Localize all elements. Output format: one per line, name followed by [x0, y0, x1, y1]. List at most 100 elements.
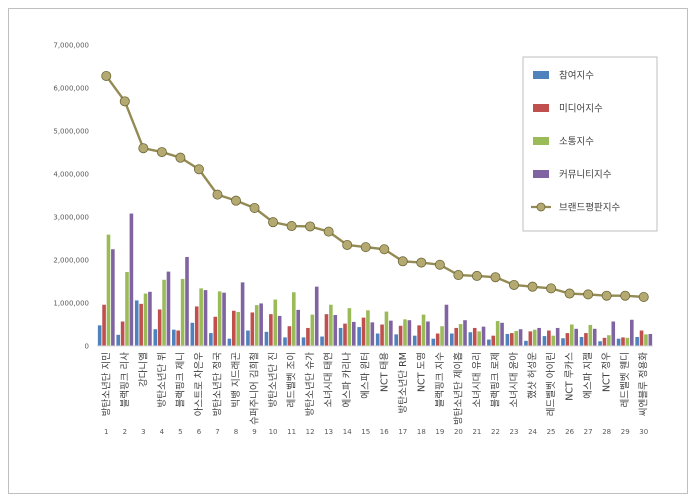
line-point [471, 270, 482, 281]
bar [157, 309, 162, 346]
category-label: 방탄소년단 제이홉 [452, 352, 464, 425]
bar [468, 332, 473, 346]
legend-marker [536, 202, 546, 212]
bar [203, 290, 208, 346]
rank-label: 3 [141, 428, 145, 436]
legend-label: 브랜드평판지수 [559, 203, 620, 214]
rank-label: 4 [160, 428, 165, 436]
rank-label: 8 [234, 428, 238, 436]
line-point [490, 272, 501, 283]
line-series [101, 70, 649, 302]
bar [125, 272, 129, 346]
bar [111, 249, 115, 346]
legend-swatch [533, 137, 549, 145]
legend-label: 참여지수 [559, 70, 594, 82]
bar [398, 325, 403, 346]
line-point [527, 281, 538, 292]
bar [240, 282, 245, 346]
bar [357, 327, 361, 346]
bar [547, 330, 551, 346]
category-label: 방탄소년단 뷔 [157, 352, 168, 407]
y-tick-label: 0 [85, 343, 89, 351]
bar [384, 311, 389, 346]
bar [407, 320, 412, 346]
bar [537, 327, 541, 346]
bar [495, 321, 500, 346]
rank-label: 20 [454, 428, 463, 436]
bar [246, 330, 250, 346]
line-point [453, 270, 464, 281]
bar [180, 278, 185, 346]
bar [621, 337, 625, 346]
bar [116, 334, 120, 346]
bar [277, 315, 282, 346]
bar [324, 314, 329, 346]
bar [236, 312, 240, 346]
bar [542, 336, 547, 346]
bar [306, 327, 310, 346]
category-label: 방탄소년단 정국 [212, 352, 223, 416]
bar [162, 279, 166, 346]
bar [426, 321, 430, 346]
bar [463, 320, 467, 346]
bar [254, 305, 259, 346]
bar [217, 291, 222, 346]
category-label: NCT 루카스 [565, 352, 576, 401]
bar [458, 324, 463, 346]
bar [320, 336, 324, 346]
line-point [193, 164, 204, 175]
bar [333, 315, 338, 346]
line-point [564, 288, 575, 299]
category-label: 소녀시대 윤아 [509, 352, 520, 408]
line-point [583, 289, 594, 300]
legend-swatch [533, 71, 549, 79]
line-point [360, 242, 371, 253]
rank-label: 7 [215, 428, 219, 436]
bar [361, 317, 366, 346]
bar [611, 321, 616, 346]
bar [190, 322, 195, 346]
category-label: 강다니엘 [138, 352, 149, 387]
brand-reputation-chart: 0 1,000,000 2,000,000 3,000,000 4,000,000 5,0… [53, 42, 658, 436]
rank-label: 9 [252, 428, 256, 436]
bar [574, 328, 578, 346]
rank-label: 14 [343, 428, 352, 436]
line-point [546, 283, 557, 294]
bar [194, 306, 199, 346]
bar [602, 337, 607, 346]
category-label: 방탄소년단 슈가 [305, 352, 316, 416]
category-label: 레드벨벳 웬디 [620, 352, 631, 407]
bar [366, 310, 370, 346]
rank-label: 18 [417, 428, 426, 436]
bar [481, 326, 486, 346]
rank-label: 27 [584, 428, 593, 436]
line-point [119, 96, 130, 107]
line-point [416, 257, 427, 268]
bar [454, 327, 458, 346]
category-label: 에스파 윈터 [361, 352, 372, 399]
bar [570, 324, 574, 346]
rank-label: 23 [510, 428, 519, 436]
legend-swatch [533, 104, 549, 112]
bar [259, 303, 263, 346]
bar [551, 335, 556, 346]
bar [102, 304, 106, 346]
bar [106, 234, 111, 346]
bar [232, 310, 236, 346]
bar [635, 336, 639, 346]
category-label: 방탄소년단 RM [398, 352, 409, 414]
rank-label: 10 [269, 428, 278, 436]
line-point [305, 221, 316, 232]
bar [592, 328, 597, 346]
line-point [601, 290, 612, 301]
line-point [323, 226, 334, 237]
bar [129, 213, 134, 346]
bar [139, 303, 143, 346]
bar [532, 329, 537, 346]
category-label: 방탄소년단 지민 [101, 352, 112, 416]
bar [283, 337, 287, 346]
bar [120, 321, 125, 346]
line-point [212, 189, 223, 200]
line-point [101, 70, 112, 81]
rank-label: 1 [104, 428, 108, 436]
